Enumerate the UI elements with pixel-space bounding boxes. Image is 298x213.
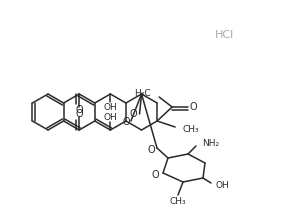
Text: O: O [147, 145, 155, 155]
Text: NH₂: NH₂ [202, 138, 219, 147]
Text: OH: OH [216, 181, 230, 190]
Text: O: O [122, 117, 130, 127]
Text: CH₃: CH₃ [170, 197, 186, 206]
Text: O: O [151, 170, 159, 180]
Text: HCl: HCl [214, 30, 234, 40]
Text: O: O [75, 109, 83, 119]
Text: O: O [75, 105, 83, 115]
Text: OH: OH [103, 112, 117, 121]
Text: O: O [189, 102, 197, 112]
Text: OH: OH [103, 102, 117, 111]
Text: H₃C: H₃C [134, 89, 151, 98]
Text: CH₃: CH₃ [182, 125, 199, 134]
Text: O: O [130, 109, 137, 119]
